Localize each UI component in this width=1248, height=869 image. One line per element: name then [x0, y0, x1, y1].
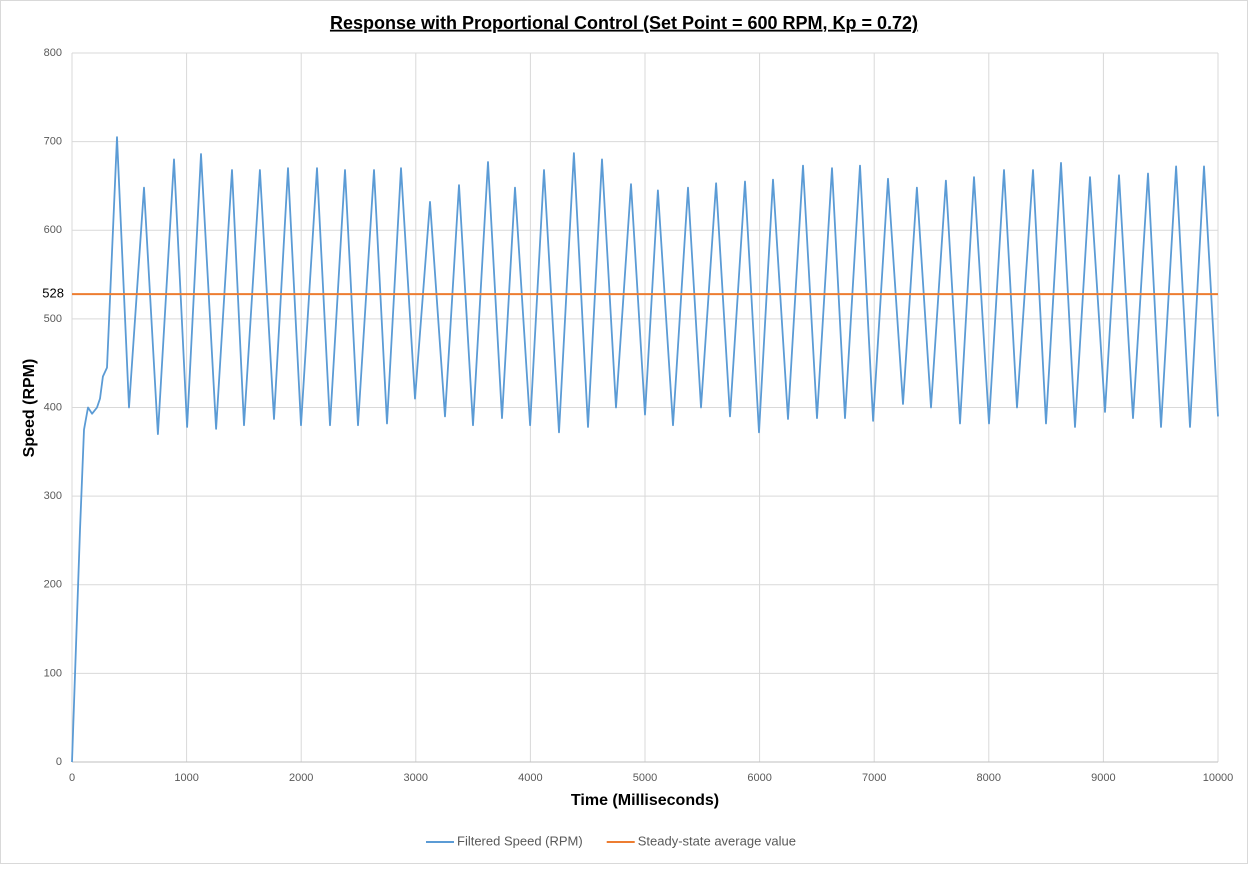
x-tick-label: 4000 — [518, 772, 542, 784]
x-tick-label: 0 — [69, 772, 75, 784]
x-tick-label: 5000 — [633, 772, 657, 784]
x-tick-label: 8000 — [977, 772, 1001, 784]
x-tick-label: 9000 — [1091, 772, 1115, 784]
y-tick-label: 500 — [44, 313, 62, 325]
x-tick-label: 6000 — [747, 772, 771, 784]
x-tick-label: 1000 — [174, 772, 198, 784]
y-tick-label: 100 — [44, 667, 62, 679]
x-tick-label: 3000 — [404, 772, 428, 784]
x-tick-label: 10000 — [1203, 772, 1234, 784]
chart-title: Response with Proportional Control (Set … — [330, 13, 918, 33]
y-tick-label: 600 — [44, 224, 62, 236]
legend-label: Filtered Speed (RPM) — [457, 833, 583, 848]
y-tick-label: 0 — [56, 756, 62, 768]
y-tick-label: 400 — [44, 401, 62, 413]
y-tick-label: 300 — [44, 490, 62, 502]
data-line — [71, 136, 1219, 763]
x-tick-label: 2000 — [289, 772, 313, 784]
legend-label: Steady-state average value — [638, 833, 796, 848]
y-tick-label: 200 — [44, 579, 62, 591]
x-axis-title: Time (Milliseconds) — [571, 792, 719, 809]
y-axis-title: Speed (RPM) — [21, 359, 38, 458]
x-tick-label: 7000 — [862, 772, 886, 784]
y-tick-label: 700 — [44, 136, 62, 148]
value-label: 528 — [42, 285, 64, 300]
y-tick-label: 800 — [44, 47, 62, 59]
